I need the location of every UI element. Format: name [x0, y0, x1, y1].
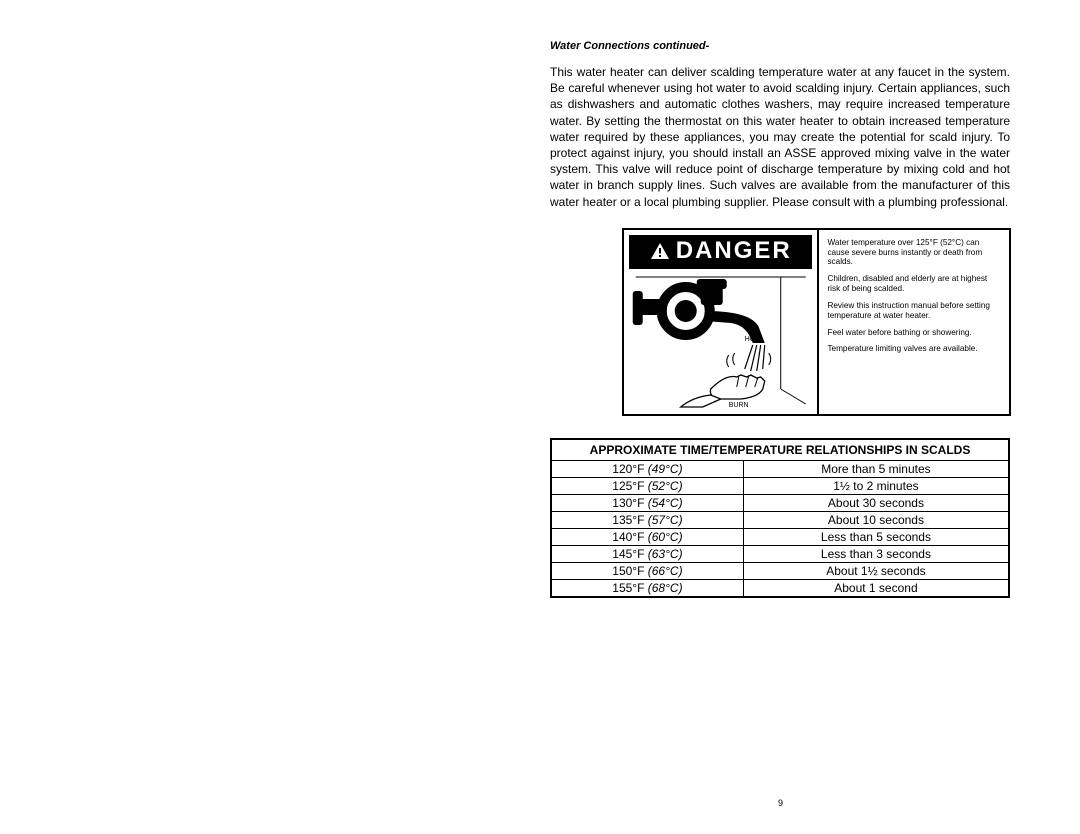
svg-text:HOT: HOT: [745, 336, 761, 343]
faucet-scald-illustration: HOT BURN: [629, 269, 812, 409]
temp-f: 145°F: [612, 547, 644, 561]
temp-c: (60°C): [648, 530, 683, 544]
temp-f: 135°F: [612, 513, 644, 527]
temp-f: 150°F: [612, 564, 644, 578]
temp-c: (66°C): [648, 564, 683, 578]
danger-text-panel: Water temperature over 125°F (52°C) can …: [819, 230, 1009, 414]
danger-warning-3: Review this instruction manual before se…: [827, 301, 1001, 321]
scald-time: About 30 seconds: [743, 494, 1009, 511]
scald-time: About 1 second: [743, 579, 1009, 597]
scald-time: About 10 seconds: [743, 511, 1009, 528]
danger-banner: DANGER: [629, 235, 812, 269]
temp-f: 140°F: [612, 530, 644, 544]
danger-warning-5: Temperature limiting valves are availabl…: [827, 344, 1001, 354]
scald-time: More than 5 minutes: [743, 460, 1009, 477]
table-row: 155°F (68°C) About 1 second: [551, 579, 1009, 597]
temp-c: (52°C): [648, 479, 683, 493]
temp-f: 155°F: [612, 581, 644, 595]
page-number: 9: [778, 798, 783, 808]
warning-triangle-icon: [650, 242, 670, 260]
temp-c: (68°C): [648, 581, 683, 595]
scald-time-temperature-table: APPROXIMATE TIME/TEMPERATURE RELATIONSHI…: [550, 438, 1010, 598]
temp-f: 130°F: [612, 496, 644, 510]
danger-warning-4: Feel water before bathing or showering.: [827, 328, 1001, 338]
scald-time: About 1½ seconds: [743, 562, 1009, 579]
temp-c: (54°C): [648, 496, 683, 510]
scald-time: Less than 5 seconds: [743, 528, 1009, 545]
temp-c: (57°C): [648, 513, 683, 527]
table-row: 125°F (52°C) 1½ to 2 minutes: [551, 477, 1009, 494]
danger-warning-box: DANGER: [622, 228, 1011, 416]
temp-c: (49°C): [648, 462, 683, 476]
danger-warning-1: Water temperature over 125°F (52°C) can …: [827, 238, 1001, 268]
temp-c: (63°C): [648, 547, 683, 561]
danger-warning-2: Children, disabled and elderly are at hi…: [827, 274, 1001, 294]
temp-f: 120°F: [612, 462, 644, 476]
danger-left-panel: DANGER: [624, 230, 819, 414]
body-paragraph: This water heater can deliver scalding t…: [550, 64, 1010, 210]
temp-f: 125°F: [612, 479, 644, 493]
table-row: 135°F (57°C) About 10 seconds: [551, 511, 1009, 528]
table-row: 150°F (66°C) About 1½ seconds: [551, 562, 1009, 579]
section-header: Water Connections continued-: [550, 40, 1010, 52]
svg-text:BURN: BURN: [729, 402, 749, 409]
scald-time: Less than 3 seconds: [743, 545, 1009, 562]
danger-label: DANGER: [676, 237, 792, 265]
table-row: 145°F (63°C) Less than 3 seconds: [551, 545, 1009, 562]
table-row: 140°F (60°C) Less than 5 seconds: [551, 528, 1009, 545]
scald-time: 1½ to 2 minutes: [743, 477, 1009, 494]
table-row: 120°F (49°C) More than 5 minutes: [551, 460, 1009, 477]
scald-table-title: APPROXIMATE TIME/TEMPERATURE RELATIONSHI…: [551, 439, 1009, 461]
table-row: 130°F (54°C) About 30 seconds: [551, 494, 1009, 511]
